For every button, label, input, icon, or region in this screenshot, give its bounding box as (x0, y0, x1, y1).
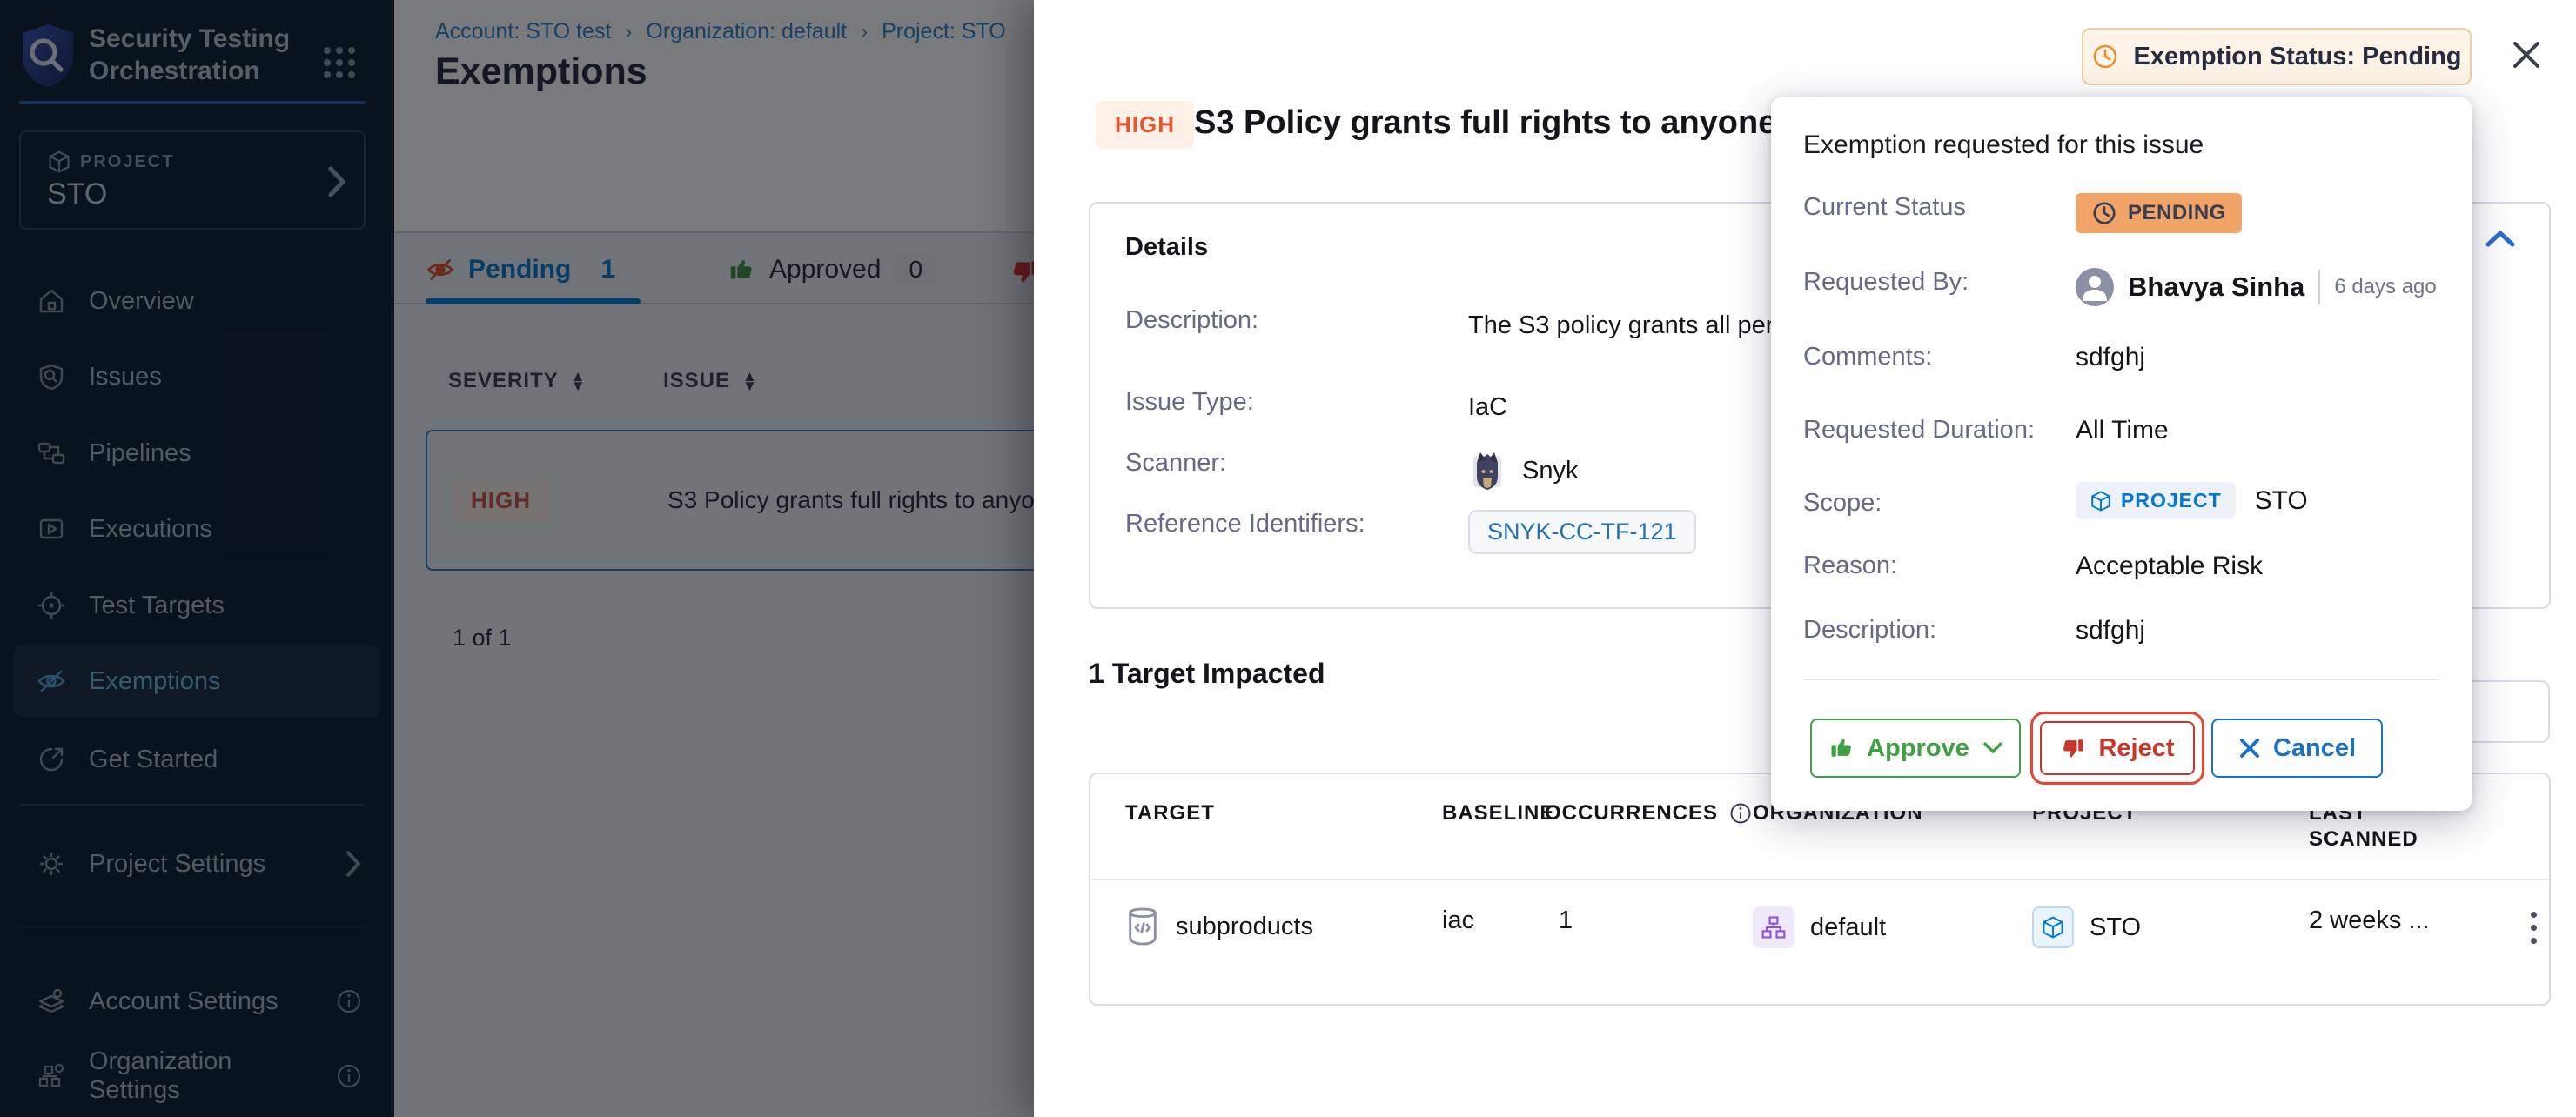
popup-row-requested-by: Requested By: Bhavya Sinha 6 days ago (1803, 268, 2445, 306)
popup-label: Requested Duration: (1803, 416, 2035, 444)
popup-value: sdfghj (2076, 343, 2146, 371)
exemption-popup: Exemption requested for this issue Curre… (1771, 97, 2472, 811)
chevron-up-icon[interactable] (2485, 228, 2516, 249)
popup-label: Reason: (1803, 552, 1898, 579)
popup-label: Current Status (1803, 193, 1966, 221)
popup-row-reason: Reason: Acceptable Risk (1803, 552, 2445, 581)
pending-status-label: PENDING (2128, 201, 2226, 224)
reject-label: Reject (2098, 733, 2175, 762)
info-icon[interactable] (1728, 801, 1753, 826)
close-icon[interactable] (2508, 37, 2545, 73)
detail-row-reference: Reference Identifiers: SNYK-CC-TF-121 (1125, 510, 2514, 554)
popup-divider (1803, 679, 2439, 680)
pending-status-badge: PENDING (2076, 193, 2242, 233)
row-menu-icon[interactable] (2525, 901, 2542, 953)
popup-label: Requested By: (1803, 268, 1969, 296)
modal-dim-overlay[interactable] (0, 0, 1034, 1117)
exemption-status-button[interactable]: Exemption Status: Pending (2082, 28, 2472, 85)
popup-row-current-status: Current Status PENDING (1803, 193, 2445, 233)
targets-heading: 1 Target Impacted (1089, 658, 1325, 689)
detail-row-scanner: Scanner: Snyk (1125, 449, 2514, 492)
popup-row-scope: Scope: PROJECT STO (1803, 482, 2445, 519)
approve-button[interactable]: Approve (1810, 719, 2021, 778)
organization-name: default (1810, 913, 1887, 941)
baseline-cell: iac (1442, 906, 1475, 934)
divider (2318, 270, 2321, 304)
project-cube-icon (2032, 906, 2074, 948)
requested-time: 6 days ago (2334, 275, 2437, 298)
issue-detail-title: S3 Policy grants full rights to anyone (1194, 104, 1777, 141)
scope-project-chip: PROJECT (2076, 482, 2236, 519)
avatar (2076, 268, 2114, 306)
details-heading: Details (1125, 233, 1209, 261)
scope-value: STO (2254, 485, 2308, 515)
targets-table: TARGET BASELINE OCCURRENCES ORGANIZATION… (1089, 773, 2551, 1006)
project-name: STO (2090, 913, 2142, 941)
cancel-label: Cancel (2272, 733, 2357, 762)
scope-chip-label: PROJECT (2121, 489, 2222, 512)
th-last-scanned: LAST SCANNED (2309, 801, 2418, 851)
organization-icon (1753, 906, 1794, 948)
thumbs-down-icon (2063, 739, 2083, 758)
popup-title: Exemption requested for this issue (1803, 130, 2204, 159)
detail-label: Issue Type: (1125, 388, 1254, 416)
close-icon (2239, 739, 2259, 758)
detail-label: Scanner: (1125, 449, 1227, 477)
detail-label: Description: (1125, 306, 1259, 334)
clock-icon (2094, 44, 2117, 69)
clock-icon (2093, 202, 2116, 224)
last-scanned-cell: 2 weeks ... (2309, 906, 2430, 934)
popup-value: All Time (2076, 416, 2169, 445)
reject-button[interactable]: Reject (2040, 721, 2195, 775)
approve-label: Approve (1867, 733, 1969, 762)
popup-label: Description: (1803, 616, 1937, 644)
cube-icon (2091, 490, 2110, 512)
reference-id-chip: SNYK-CC-TF-121 (1468, 510, 1696, 554)
popup-row-description: Description: sdfghj (1803, 616, 2445, 645)
th-baseline: BASELINE (1442, 801, 1555, 825)
reject-button-focus-ring: Reject (2030, 712, 2204, 785)
popup-label: Comments: (1803, 343, 1933, 371)
severity-badge: HIGH (1096, 101, 1194, 149)
requested-by-name: Bhavya Sinha (2128, 271, 2305, 302)
chevron-down-icon (1983, 742, 2002, 754)
popup-value: Acceptable Risk (2076, 552, 2264, 580)
target-container-icon (1129, 907, 1157, 946)
target-cell[interactable]: subproducts (1125, 906, 1313, 946)
snyk-logo-icon (1473, 452, 1501, 490)
popup-row-duration: Requested Duration: All Time (1803, 416, 2445, 445)
th-occurrences: OCCURRENCES (1545, 800, 1753, 826)
popup-row-comments: Comments: sdfghj (1803, 343, 2445, 372)
th-target: TARGET (1125, 801, 1215, 825)
project-cell: STO (2032, 906, 2141, 948)
popup-label: Scope: (1803, 489, 1882, 517)
occurrences-cell: 1 (1559, 906, 1573, 934)
exemption-status-label: Exemption Status: Pending (2133, 42, 2462, 70)
target-name: subproducts (1176, 912, 1313, 940)
table-divider (1090, 879, 2549, 880)
thumbs-up-icon (1831, 739, 1852, 757)
cancel-button[interactable]: Cancel (2211, 719, 2383, 778)
th-label: OCCURRENCES (1545, 801, 1719, 825)
detail-label: Reference Identifiers: (1125, 510, 1365, 538)
detail-value: IaC (1468, 393, 1508, 421)
popup-value: sdfghj (2076, 616, 2146, 645)
organization-cell: default (1753, 906, 1886, 948)
detail-row-issue-type: Issue Type: IaC (1125, 388, 2514, 426)
detail-value: Snyk (1522, 457, 1579, 485)
